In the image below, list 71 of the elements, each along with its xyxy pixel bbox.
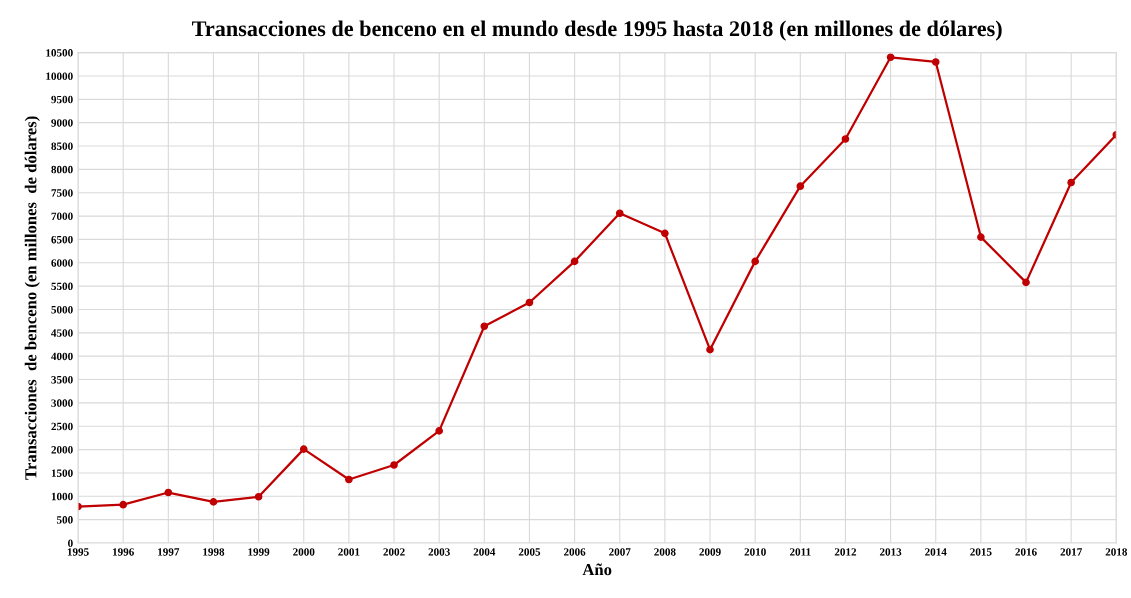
y-tick-label: 1500 (51, 469, 73, 477)
y-tick-label: 0 (68, 539, 73, 547)
point (435, 427, 443, 435)
x-tick-label: 2016 (1015, 548, 1037, 556)
x-tick-label: 2018 (1105, 548, 1128, 556)
y-tick-label: 5000 (51, 305, 73, 314)
point (1067, 178, 1075, 187)
point (886, 53, 895, 62)
y-axis-title: Transacciones de benceno (en millones de dólares) (24, 116, 40, 480)
x-tick-label: 2013 (879, 548, 902, 556)
x-tick-label: 2000 (293, 548, 315, 556)
x-axis-title: Año (582, 563, 612, 576)
x-tick-label: 2003 (428, 548, 450, 556)
point (209, 498, 218, 506)
y-tick-label: 7000 (51, 212, 73, 221)
point (661, 229, 669, 238)
y-tick-label: 500 (56, 516, 73, 524)
y-tick-label: 10000 (46, 72, 73, 80)
x-tick-label: 2004 (473, 548, 496, 556)
x-tick-label: 2014 (925, 548, 947, 556)
point (119, 500, 128, 509)
point (977, 233, 985, 241)
point (796, 182, 805, 191)
point (390, 461, 398, 469)
y-tick-label: 2500 (51, 422, 73, 431)
y-tick-label: 4500 (51, 329, 73, 337)
y-tick-label: 4000 (51, 352, 73, 361)
x-tick-label: 2006 (563, 548, 586, 556)
y-tick-label: 3500 (51, 376, 73, 384)
point (570, 257, 579, 266)
x-tick-label: 1997 (158, 548, 180, 556)
x-tick-label: 1995 (67, 548, 89, 556)
y-tick-label: 7500 (51, 189, 73, 197)
x-tick-label: 2007 (609, 548, 631, 556)
y-tick-label: 8500 (51, 142, 73, 150)
point (299, 445, 308, 453)
y-tick-label: 3000 (51, 399, 73, 407)
x-tick-label: 2005 (518, 548, 541, 556)
y-tick-label: 9000 (51, 119, 73, 127)
x-tick-label: 1999 (248, 548, 270, 556)
point (164, 488, 173, 497)
x-tick-label: 2001 (338, 548, 360, 556)
chart-title: Transacciones de benceno en el mundo desde 1995 hasta 2018 (en millones de dólares) (192, 20, 1002, 41)
point (525, 298, 534, 307)
point (931, 58, 940, 66)
y-tick-label: 6500 (51, 235, 73, 244)
x-tick-label: 2017 (1060, 548, 1082, 556)
y-tick-label: 6000 (51, 259, 73, 267)
y-tick-label: 2000 (51, 446, 73, 454)
y-tick-label: 8000 (51, 165, 73, 174)
x-tick-label: 2011 (789, 548, 811, 556)
point (841, 135, 850, 143)
y-tick-label: 5500 (51, 282, 73, 291)
x-tick-label: 2009 (699, 548, 721, 556)
x-tick-label: 2002 (383, 548, 405, 556)
x-tick-label: 2008 (654, 548, 676, 556)
point (480, 322, 489, 331)
x-tick-label: 2015 (970, 548, 992, 556)
y-tick-label: 1000 (51, 492, 73, 501)
y-tick-label: 10500 (46, 49, 73, 57)
point (1022, 278, 1030, 287)
point (345, 475, 353, 484)
point (615, 209, 624, 218)
point (751, 257, 759, 266)
x-tick-label: 1996 (112, 548, 134, 556)
x-tick-label: 1998 (203, 548, 225, 556)
x-tick-label: 2012 (834, 548, 857, 556)
point (254, 492, 263, 501)
y-tick-label: 9500 (51, 95, 73, 104)
point (706, 345, 714, 354)
x-tick-label: 2010 (744, 548, 766, 556)
